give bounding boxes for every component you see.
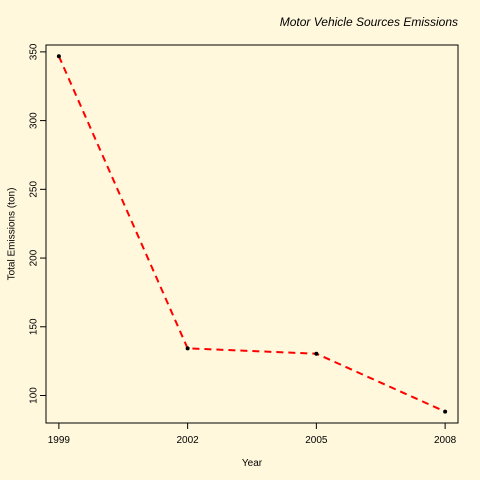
x-tick-label: 2002 (177, 435, 200, 446)
chart-title: Motor Vehicle Sources Emissions (280, 15, 458, 29)
y-tick-label: 200 (29, 249, 40, 266)
y-tick-label: 150 (29, 318, 40, 335)
data-point (443, 410, 447, 414)
x-tick-label: 1999 (48, 435, 71, 446)
x-tick-label: 2008 (434, 435, 457, 446)
y-tick-label: 100 (29, 387, 40, 404)
y-tick-label: 250 (29, 181, 40, 198)
data-point (186, 346, 190, 350)
data-point (314, 352, 318, 356)
y-tick-label: 300 (29, 112, 40, 129)
y-axis-title: Total Emissions (ton) (7, 188, 18, 281)
y-tick-label: 350 (29, 43, 40, 60)
x-axis-title: Year (242, 458, 263, 469)
data-point (57, 54, 61, 58)
x-tick-label: 2005 (305, 435, 328, 446)
